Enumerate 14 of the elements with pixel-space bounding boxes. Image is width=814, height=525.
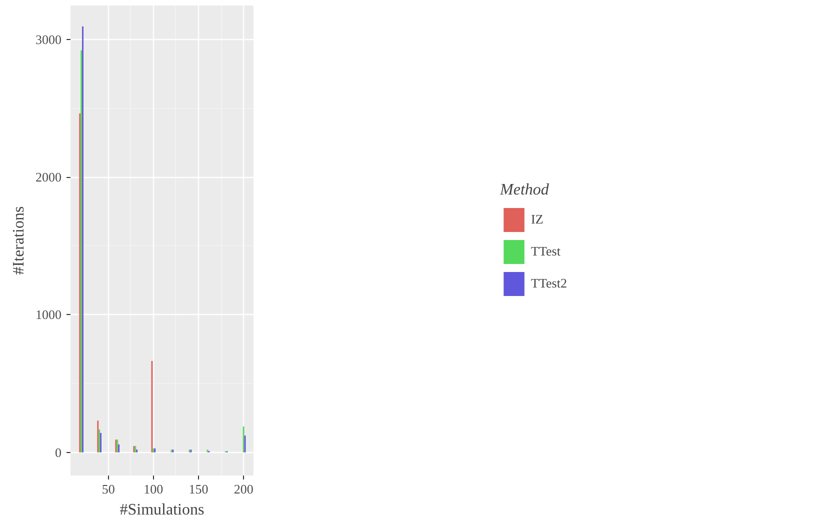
legend-label: TTest2 xyxy=(531,276,567,292)
x-tick-label: 50 xyxy=(102,482,115,496)
y-tick-label: 1000 xyxy=(36,307,62,322)
y-tick-label: 2000 xyxy=(36,170,62,185)
legend-label: IZ xyxy=(531,212,544,228)
x-tick-label: 150 xyxy=(188,482,208,496)
legend-label: TTest xyxy=(531,244,560,260)
x-tick-label: 100 xyxy=(144,482,164,496)
legend-title: Method xyxy=(500,182,550,200)
x-tick-label: 200 xyxy=(234,482,254,496)
y-tick-label: 3000 xyxy=(36,32,62,47)
y-tick-label: 0 xyxy=(55,444,62,460)
x-axis-title: #Simulations xyxy=(120,502,204,518)
y-axis-title: #Iterations xyxy=(10,206,28,275)
